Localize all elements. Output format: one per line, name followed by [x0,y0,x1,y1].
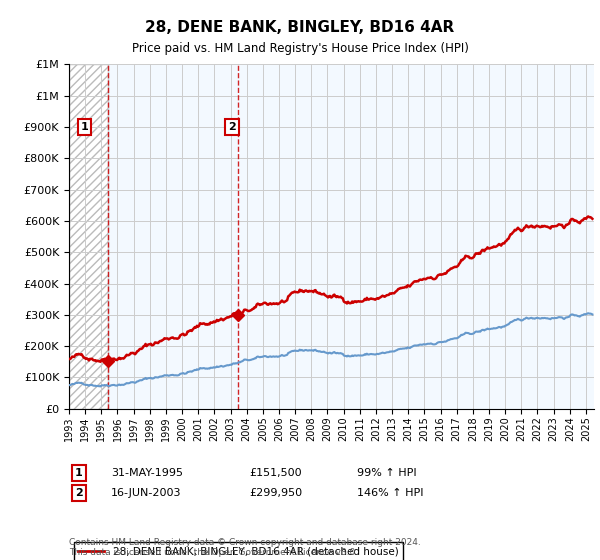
Bar [108,64,594,409]
Text: Contains HM Land Registry data © Crown copyright and database right 2024.
This d: Contains HM Land Registry data © Crown c… [69,538,421,557]
Text: £151,500: £151,500 [249,468,302,478]
Text: 146% ↑ HPI: 146% ↑ HPI [357,488,424,498]
Text: 2: 2 [75,488,83,498]
Text: 28, DENE BANK, BINGLEY, BD16 4AR: 28, DENE BANK, BINGLEY, BD16 4AR [145,20,455,35]
Bar [69,64,108,409]
Text: 99% ↑ HPI: 99% ↑ HPI [357,468,416,478]
Text: £299,950: £299,950 [249,488,302,498]
Legend: 28, DENE BANK, BINGLEY, BD16 4AR (detached house), HPI: Average price, detached : 28, DENE BANK, BINGLEY, BD16 4AR (detach… [74,542,403,560]
Text: 16-JUN-2003: 16-JUN-2003 [111,488,182,498]
Text: 1: 1 [75,468,83,478]
Text: 31-MAY-1995: 31-MAY-1995 [111,468,183,478]
Text: 2: 2 [228,122,236,132]
Text: Price paid vs. HM Land Registry's House Price Index (HPI): Price paid vs. HM Land Registry's House … [131,42,469,55]
Text: 1: 1 [80,122,88,132]
